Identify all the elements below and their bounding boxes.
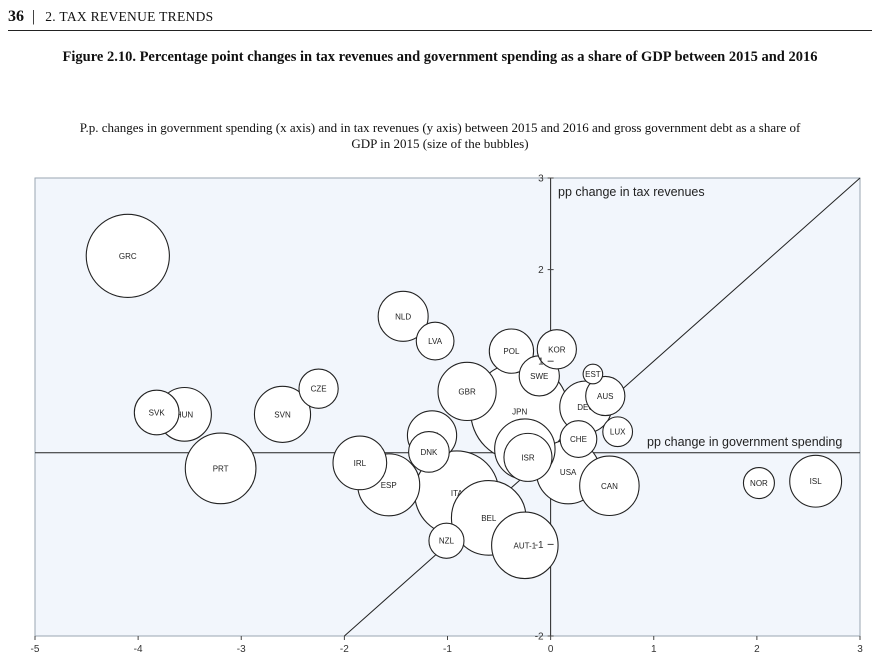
bubble-dnk: DNK — [408, 431, 450, 473]
bubble-circle — [559, 420, 598, 458]
bubble-can: CAN — [579, 455, 640, 517]
x-tick-label: -4 — [134, 644, 143, 655]
bubble-label: CHE — [570, 435, 587, 444]
bubble-circle — [133, 389, 180, 436]
bubble-label: NZL — [439, 537, 455, 546]
bubble-prt: PRT — [184, 432, 257, 505]
bubble-circle — [602, 416, 634, 448]
y-tick-label: -1 — [535, 540, 544, 551]
bubble-label: AUS — [597, 392, 613, 401]
bubble-label: SWE — [530, 372, 548, 381]
x-tick-label: -1 — [443, 644, 452, 655]
bubble-circle — [184, 432, 257, 505]
bubble-label: GBR — [458, 387, 476, 396]
bubble-gbr: GBR — [437, 361, 497, 422]
bubble-label: SVK — [149, 408, 166, 417]
bubble-circle — [536, 329, 577, 370]
bubble-label: USA — [560, 468, 577, 477]
bubble-circle — [789, 454, 843, 508]
bubble-circle — [298, 368, 339, 409]
bubble-label: CZE — [311, 385, 327, 394]
bubble-nld: NLD — [377, 290, 429, 342]
bubble-aut-1: AUT-1 — [491, 511, 559, 580]
bubble-grc: GRC — [85, 213, 170, 298]
bubble-label: ITA — [451, 489, 464, 498]
x-tick-label: 1 — [651, 644, 657, 655]
bubble-label: HUN — [176, 410, 194, 419]
bubble-label: DNK — [420, 448, 438, 457]
bubble-label: CAN — [601, 482, 618, 491]
bubble-svn: SVN — [253, 385, 312, 443]
x-tick-label: 0 — [548, 644, 554, 655]
bubble-lva: LVA — [415, 321, 455, 361]
bubble-circle — [428, 522, 465, 559]
bubble-circle — [579, 455, 640, 517]
y-tick-label: 2 — [538, 265, 544, 276]
bubble-circle — [408, 431, 450, 473]
bubble-pol: POL — [488, 328, 535, 374]
bubble-circle — [253, 385, 312, 443]
y-tick-label: 3 — [538, 174, 544, 185]
x-axis-label: pp change in government spending — [647, 435, 842, 449]
bubble-svk: SVK — [133, 389, 180, 436]
bubble-irl: IRL — [332, 435, 388, 491]
figure-title: Figure 2.10. Percentage point changes in… — [62, 49, 818, 65]
bubble-label: DEU — [577, 403, 594, 412]
bubble-label: SVN — [274, 410, 291, 419]
x-tick-label: -3 — [237, 644, 246, 655]
bubble-label: AUT-1 — [514, 541, 537, 550]
bubble-circle — [488, 328, 535, 374]
x-tick-label: 2 — [754, 644, 760, 655]
bubble-label: POL — [503, 347, 520, 356]
bubble-circle — [491, 511, 559, 580]
y-tick-label: 1 — [538, 357, 544, 368]
bubble-circle — [377, 290, 429, 342]
bubble-circle — [437, 361, 497, 422]
bubble-circle — [742, 466, 775, 500]
bubble-cze: CZE — [298, 368, 339, 409]
header-separator: | — [32, 8, 36, 25]
bubble-label: NLD — [395, 312, 411, 321]
bubble-label: GRC — [119, 252, 137, 261]
y-axis-label: pp change in tax revenues — [558, 185, 705, 199]
bubble-label: ISL — [810, 477, 823, 486]
x-tick-label: 3 — [857, 644, 863, 655]
bubble-label: ISR — [521, 453, 535, 462]
bubble-circle — [503, 432, 553, 482]
bubble-label: ESP — [381, 481, 397, 490]
page-header: 36 | 2. TAX REVENUE TRENDS — [8, 4, 872, 30]
bubble-label: EST — [585, 370, 601, 379]
bubble-circle — [332, 435, 388, 491]
bubble-label: IRL — [354, 459, 367, 468]
bubble-label: NOR — [750, 479, 768, 488]
x-tick-label: -2 — [340, 644, 349, 655]
bubble-isr: ISR — [503, 432, 553, 482]
bubble-est: EST — [582, 363, 604, 385]
section-title: 2. TAX REVENUE TRENDS — [45, 9, 214, 24]
bubble-label: KOR — [548, 345, 566, 354]
bubble-label: JPN — [512, 408, 527, 417]
bubble-label: LVA — [428, 337, 443, 346]
bubble-che: CHE — [559, 420, 598, 458]
figure-subtitle: P.p. changes in government spending (x a… — [79, 120, 801, 151]
bubble-nzl: NZL — [428, 522, 465, 559]
y-tick-label: -2 — [535, 632, 544, 643]
bubble-circle — [85, 213, 170, 298]
bubble-circle — [585, 375, 626, 417]
header-rule — [8, 30, 872, 31]
page-number: 36 — [8, 8, 24, 25]
bubble-label: LUX — [610, 428, 626, 437]
bubble-nor: NOR — [742, 466, 775, 500]
bubble-isl: ISL — [789, 454, 843, 508]
bubble-lux: LUX — [602, 416, 634, 448]
x-tick-label: -5 — [31, 644, 40, 655]
bubble-circle — [415, 321, 455, 361]
bubble-kor: KOR — [536, 329, 577, 370]
bubble-label: BEL — [481, 514, 497, 523]
bubble-circle — [582, 363, 604, 385]
bubble-aus: AUS — [585, 375, 626, 417]
bubble-label: PRT — [213, 464, 229, 473]
